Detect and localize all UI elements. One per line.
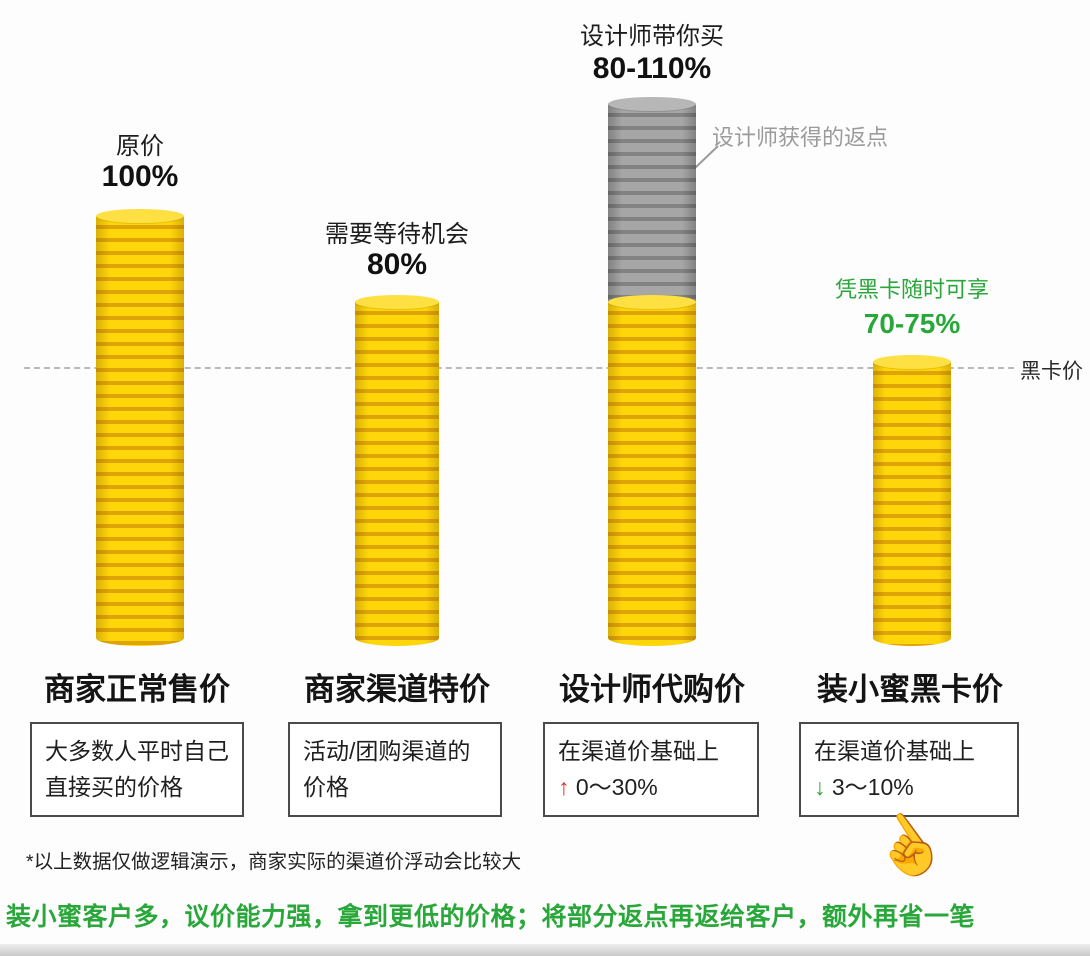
col1-value-label: 100% <box>101 160 179 193</box>
coin-segment-yellow <box>96 209 184 646</box>
col1-note-box: 大多数人平时自己直接买的价格 <box>30 722 244 818</box>
blackcard-price-dashed-line <box>24 367 1014 369</box>
coin-segment-yellow <box>873 355 951 646</box>
coin-segment-yellow <box>608 295 696 646</box>
bottom-strip <box>0 944 1090 956</box>
col2-note-box: 活动/团购渠道的价格 <box>288 722 502 818</box>
col2-category: 商家渠道特价 <box>304 672 490 707</box>
col1-note-text: 大多数人平时自己直接买的价格 <box>45 738 229 800</box>
col1-category: 商家正常售价 <box>44 672 230 707</box>
coin-stack-4 <box>873 355 951 646</box>
up-arrow-icon: ↑ <box>558 773 570 800</box>
rebate-annotation: 设计师获得的返点 <box>712 125 889 150</box>
coin-stack-1 <box>96 209 184 646</box>
col4-category: 装小蜜黑卡价 <box>817 672 1003 707</box>
col3-note-line1: 在渠道价基础上 <box>558 738 719 764</box>
col2-note-text: 活动/团购渠道的价格 <box>303 738 471 800</box>
coin-segment-gray <box>608 97 696 302</box>
col4-top-label: 凭黑卡随时可享 <box>834 277 990 302</box>
col1-top-label: 原价 <box>116 133 164 160</box>
coin-segment-yellow <box>355 295 439 646</box>
col4-value-label: 70-75% <box>863 308 961 339</box>
blackcard-price-line-label: 黑卡价 <box>1020 360 1083 383</box>
col3-note-box: 在渠道价基础上 ↑ 0～30% <box>543 722 759 818</box>
col3-value-label: 80-110% <box>592 52 712 85</box>
coin-stack-3 <box>608 97 696 646</box>
col4-note-line2: 3～10% <box>831 773 914 800</box>
col3-note-line2: 0～30% <box>575 773 658 800</box>
col3-top-label: 设计师带你买 <box>580 23 724 50</box>
col2-value-label: 80% <box>366 248 428 281</box>
col4-note-line1: 在渠道价基础上 <box>814 738 975 764</box>
coin-stack-2 <box>355 295 439 646</box>
bottom-banner: 装小蜜客户多，议价能力强，拿到更低的价格；将部分返点再返给客户，额外再省一笔 <box>6 903 976 931</box>
col2-top-label: 需要等待机会 <box>325 221 469 248</box>
footnote: *以上数据仅做逻辑演示，商家实际的渠道价浮动会比较大 <box>26 851 522 873</box>
col4-note-box: 在渠道价基础上 ↓ 3～10% <box>799 722 1019 818</box>
down-arrow-icon: ↓ <box>814 773 826 800</box>
col3-category: 设计师代购价 <box>559 672 745 707</box>
